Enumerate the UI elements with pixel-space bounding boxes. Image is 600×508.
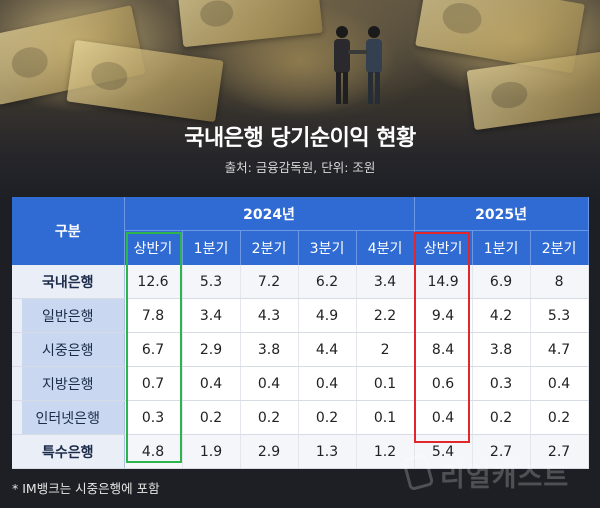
table-row: 국내은행 12.6 5.3 7.2 6.2 3.4 14.9 6.9 8: [12, 265, 589, 299]
banknote-image: [66, 39, 224, 123]
table-cell: 9.4: [414, 298, 473, 333]
table-cell: 1.2: [356, 434, 415, 469]
column-header: 2분기: [530, 230, 589, 265]
table-cell: 8: [530, 265, 589, 299]
table-cell: 6.7: [124, 332, 183, 367]
table-cell: 0.4: [414, 400, 473, 435]
table-cell: 12.6: [124, 265, 183, 299]
table-row: 지방은행 0.7 0.4 0.4 0.4 0.1 0.6 0.3 0.4: [12, 366, 589, 401]
column-header: 2분기: [240, 230, 299, 265]
table-cell: 6.9: [472, 265, 531, 299]
column-header: 1분기: [182, 230, 241, 265]
table-cell: 2.7: [472, 434, 531, 469]
banknote-image: [466, 49, 600, 131]
table-cell: 0.6: [414, 366, 473, 401]
logo-mark-icon: [404, 454, 434, 490]
table-cell: 4.3: [240, 298, 299, 333]
table-cell: 8.4: [414, 332, 473, 367]
row-label: 국내은행: [12, 265, 125, 299]
banknote-image: [177, 0, 323, 48]
year-header-2024: 2024년: [124, 197, 415, 231]
table-cell: 0.4: [182, 366, 241, 401]
table-cell: 5.4: [414, 434, 473, 469]
table-cell: 3.8: [472, 332, 531, 367]
corner-header: 구분: [12, 197, 125, 265]
footnote: * IM뱅크는 시중은행에 포함: [12, 481, 160, 496]
table-cell: 1.9: [182, 434, 241, 469]
net-income-table: 구분 2024년 2025년 상반기 1분기 2분기 3분기 4분기 상반기 1…: [12, 197, 589, 469]
row-label: 인터넷은행: [12, 400, 125, 435]
net-income-table-container: 구분 2024년 2025년 상반기 1분기 2분기 3분기 4분기 상반기 1…: [12, 197, 589, 469]
table-cell: 2.9: [182, 332, 241, 367]
column-header: 상반기: [414, 230, 473, 265]
table-cell: 0.4: [240, 366, 299, 401]
table-cell: 5.3: [182, 265, 241, 299]
table-cell: 1.3: [298, 434, 357, 469]
table-cell: 5.3: [530, 298, 589, 333]
table-cell: 4.8: [124, 434, 183, 469]
table-cell: 0.3: [472, 366, 531, 401]
row-label: 특수은행: [12, 434, 125, 469]
logo-text: 리얼캐스트: [440, 462, 570, 493]
table-cell: 7.2: [240, 265, 299, 299]
table-cell: 2.2: [356, 298, 415, 333]
table-cell: 0.1: [356, 366, 415, 401]
column-header: 4분기: [356, 230, 415, 265]
table-cell: 7.8: [124, 298, 183, 333]
page-title: 국내은행 당기순이익 현황: [184, 126, 416, 151]
table-cell: 0.2: [472, 400, 531, 435]
year-header-2025: 2025년: [414, 197, 589, 231]
table-cell: 3.8: [240, 332, 299, 367]
table-cell: 0.2: [298, 400, 357, 435]
table-cell: 0.3: [124, 400, 183, 435]
table-cell: 4.4: [298, 332, 357, 367]
table-cell: 2.7: [530, 434, 589, 469]
table-cell: 3.4: [356, 265, 415, 299]
table-row: 일반은행 7.8 3.4 4.3 4.9 2.2 9.4 4.2 5.3: [12, 298, 589, 333]
table-cell: 4.7: [530, 332, 589, 367]
table-cell: 0.4: [530, 366, 589, 401]
source-unit-note: 출처: 금융감독원, 단위: 조원: [224, 160, 376, 175]
table-cell: 0.2: [530, 400, 589, 435]
table-cell: 0.4: [298, 366, 357, 401]
table-cell: 0.1: [356, 400, 415, 435]
table-cell: 2.9: [240, 434, 299, 469]
column-header: 1분기: [472, 230, 531, 265]
table-cell: 3.4: [182, 298, 241, 333]
table-cell: 2: [356, 332, 415, 367]
column-header: 상반기: [124, 230, 183, 265]
table-cell: 0.2: [240, 400, 299, 435]
column-header: 3분기: [298, 230, 357, 265]
row-label: 일반은행: [12, 298, 125, 333]
header-photo: [0, 0, 600, 200]
table-row: 인터넷은행 0.3 0.2 0.2 0.2 0.1 0.4 0.2 0.2: [12, 400, 589, 435]
table-row: 시중은행 6.7 2.9 3.8 4.4 2 8.4 3.8 4.7: [12, 332, 589, 367]
table-cell: 4.2: [472, 298, 531, 333]
brand-logo: 리얼캐스트: [404, 447, 594, 497]
row-label: 지방은행: [12, 366, 125, 401]
row-label: 시중은행: [12, 332, 125, 367]
table-cell: 0.7: [124, 366, 183, 401]
handshake-figures-icon: [334, 26, 382, 104]
table-cell: 4.9: [298, 298, 357, 333]
table-cell: 14.9: [414, 265, 473, 299]
table-cell: 0.2: [182, 400, 241, 435]
table-cell: 6.2: [298, 265, 357, 299]
